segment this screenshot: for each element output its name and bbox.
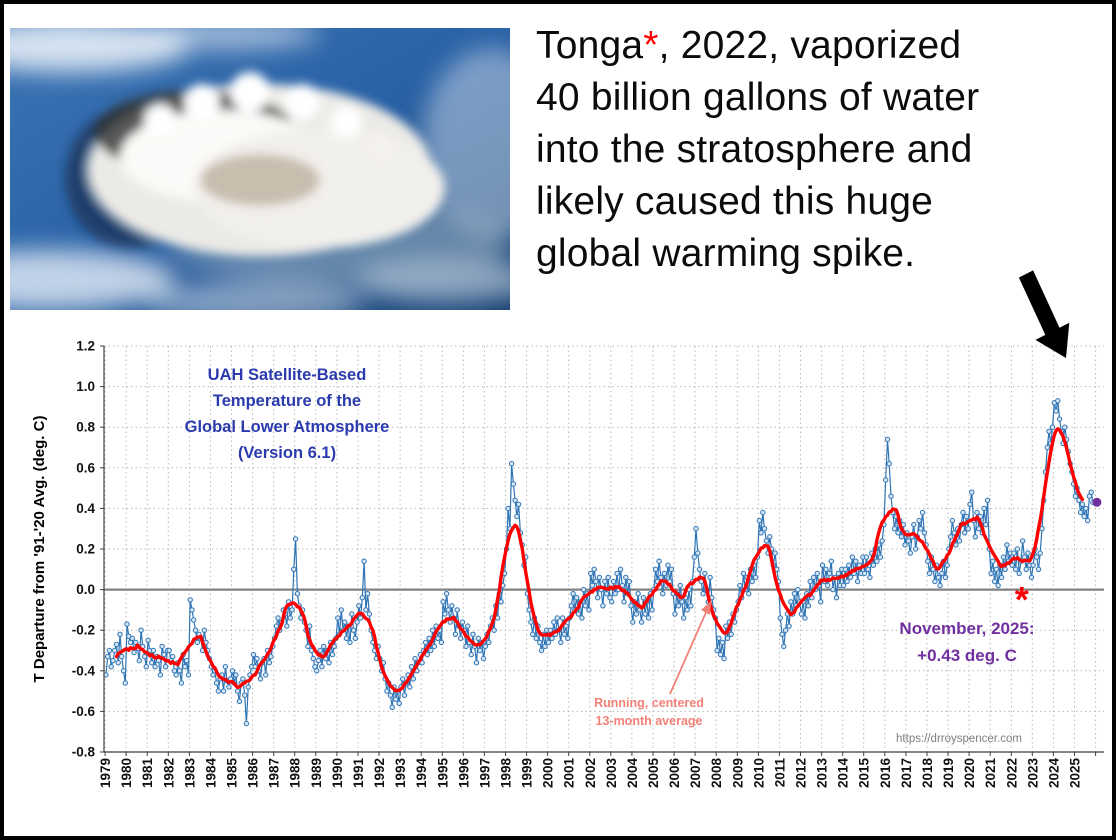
svg-text:1984: 1984 xyxy=(203,758,218,789)
grid-lines xyxy=(104,345,1104,752)
headline-line-4: likely caused this huge xyxy=(536,180,933,223)
svg-text:-0.8: -0.8 xyxy=(72,745,96,760)
headline-text: , 2022, vaporized xyxy=(658,24,962,67)
svg-text:2017: 2017 xyxy=(899,758,914,788)
temperature-chart: 1.2 1.0 0.8 0.6 0.4 0.2 0.0 -0.2 -0.4 -0.6 -0.8 T D… xyxy=(31,339,1104,789)
svg-text:2014: 2014 xyxy=(836,758,851,789)
svg-text:1998: 1998 xyxy=(499,758,514,789)
svg-text:https://drroyspencer.com: https://drroyspencer.com xyxy=(896,733,1022,745)
svg-text:2020: 2020 xyxy=(962,758,977,788)
svg-text:1992: 1992 xyxy=(372,758,387,788)
headline-text: Tonga xyxy=(536,24,644,67)
svg-text:Temperature of the: Temperature of the xyxy=(213,392,361,410)
svg-text:Global Lower Atmosphere: Global Lower Atmosphere xyxy=(185,418,390,436)
svg-text:T Departure from '91-'20 Avg.: T Departure from '91-'20 Avg. (deg. C) xyxy=(31,416,48,683)
svg-text:-0.4: -0.4 xyxy=(72,663,96,678)
svg-text:0.8: 0.8 xyxy=(76,420,95,435)
svg-text:1.2: 1.2 xyxy=(76,339,95,354)
headline-line-2: 40 billion gallons of water xyxy=(536,76,980,119)
svg-text:2013: 2013 xyxy=(815,758,830,789)
svg-text:2000: 2000 xyxy=(541,758,556,788)
svg-text:1990: 1990 xyxy=(330,758,345,788)
annotations: Running, centered 13-month average Novembe… xyxy=(594,497,1102,745)
svg-text:1986: 1986 xyxy=(246,758,261,789)
svg-text:1994: 1994 xyxy=(414,758,429,789)
svg-text:2015: 2015 xyxy=(857,758,872,789)
svg-text:13-month average: 13-month average xyxy=(596,714,703,728)
svg-text:2008: 2008 xyxy=(709,758,724,789)
svg-text:2012: 2012 xyxy=(794,758,809,788)
svg-text:2018: 2018 xyxy=(920,758,935,789)
svg-text:1980: 1980 xyxy=(119,758,134,788)
svg-text:Running, centered: Running, centered xyxy=(594,696,704,710)
headline-line-3: into the stratosphere and xyxy=(536,128,973,171)
svg-text:2009: 2009 xyxy=(730,758,745,788)
svg-text:0.6: 0.6 xyxy=(76,460,95,475)
svg-text:+0.43 deg. C: +0.43 deg. C xyxy=(917,646,1017,665)
svg-text:2019: 2019 xyxy=(941,758,956,788)
headline-asterisk: * xyxy=(643,24,659,67)
svg-text:1981: 1981 xyxy=(140,758,155,789)
svg-text:2021: 2021 xyxy=(983,758,998,789)
svg-text:1983: 1983 xyxy=(182,758,197,789)
x-axis-labels: 1979 1980 1981 1982 1983 1984 1985 1986 1987 1988… xyxy=(98,758,1082,789)
svg-text:UAH Satellite-Based: UAH Satellite-Based xyxy=(208,366,367,384)
svg-text:-0.6: -0.6 xyxy=(72,704,96,719)
headline: Tonga*, 2022, vaporized 40 billion gallo… xyxy=(536,20,1112,280)
svg-text:November, 2025:: November, 2025: xyxy=(899,619,1034,638)
svg-text:0.0: 0.0 xyxy=(76,582,95,597)
svg-text:2002: 2002 xyxy=(583,758,598,788)
y-axis-labels: 1.2 1.0 0.8 0.6 0.4 0.2 0.0 -0.2 -0.4 -0.6 -0.8 T D… xyxy=(31,339,95,760)
svg-text:1995: 1995 xyxy=(435,758,450,789)
svg-text:2007: 2007 xyxy=(688,758,703,788)
eruption-plume xyxy=(65,72,445,256)
svg-text:2006: 2006 xyxy=(667,758,682,789)
svg-text:1.0: 1.0 xyxy=(76,379,95,394)
svg-text:2005: 2005 xyxy=(646,758,661,789)
svg-text:2001: 2001 xyxy=(562,758,577,789)
svg-text:2022: 2022 xyxy=(1004,758,1019,788)
svg-text:2011: 2011 xyxy=(772,758,787,788)
svg-text:1985: 1985 xyxy=(225,758,240,789)
headline-line-5: global warming spike. xyxy=(536,232,916,275)
svg-text:2003: 2003 xyxy=(604,758,619,789)
svg-text:2004: 2004 xyxy=(625,758,640,789)
svg-text:1987: 1987 xyxy=(267,758,282,788)
svg-text:2025: 2025 xyxy=(1068,758,1083,789)
axes xyxy=(100,345,1104,756)
svg-text:1979: 1979 xyxy=(98,758,113,788)
svg-text:1996: 1996 xyxy=(456,758,471,789)
svg-text:1988: 1988 xyxy=(288,758,303,789)
svg-text:0.2: 0.2 xyxy=(76,542,95,557)
svg-text:(Version 6.1): (Version 6.1) xyxy=(238,444,336,462)
svg-text:2010: 2010 xyxy=(751,758,766,788)
running-average-line xyxy=(114,427,1085,693)
svg-text:2016: 2016 xyxy=(878,758,893,789)
svg-text:1991: 1991 xyxy=(351,758,366,789)
chart-title: UAH Satellite-Based Temperature of the Glo… xyxy=(185,366,390,462)
svg-text:1982: 1982 xyxy=(161,758,176,788)
svg-text:1989: 1989 xyxy=(309,758,324,788)
svg-text:2024: 2024 xyxy=(1046,758,1061,789)
svg-text:2023: 2023 xyxy=(1025,758,1040,789)
svg-text:1999: 1999 xyxy=(520,758,535,788)
tonga-eruption-photo xyxy=(4,19,562,322)
headline-line-1: Tonga*, 2022, vaporized xyxy=(536,20,1112,72)
svg-text:-0.2: -0.2 xyxy=(72,623,95,638)
tonga-eruption-image xyxy=(4,19,562,322)
svg-text:1997: 1997 xyxy=(477,758,492,788)
svg-text:*: * xyxy=(1015,579,1029,620)
svg-text:1993: 1993 xyxy=(393,758,408,789)
svg-text:0.4: 0.4 xyxy=(76,501,95,516)
